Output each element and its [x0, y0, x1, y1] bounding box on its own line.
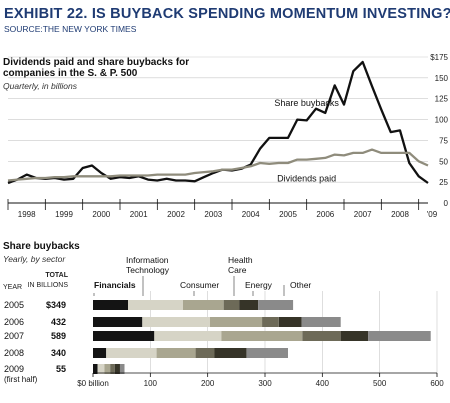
legend-label: Health	[228, 255, 253, 265]
bar-chart-subtitle: Yearly, by sector	[3, 254, 66, 264]
x-tick-label: 2005	[279, 210, 297, 219]
bar-segment	[128, 300, 183, 310]
bar-segment	[119, 364, 125, 374]
x-tick-label: 500	[373, 379, 387, 388]
x-tick-label: 2006	[316, 210, 334, 219]
bar-segment	[114, 364, 120, 374]
bar-segment	[278, 317, 302, 327]
x-tick-label: 2001	[130, 210, 148, 219]
bar-segment	[154, 331, 222, 341]
x-tick-label: 1999	[55, 210, 73, 219]
legend-label: Consumer	[180, 280, 219, 290]
annotation-dividends-paid: Dividends paid	[277, 173, 336, 183]
bar-segment	[142, 317, 210, 327]
y-tick-label: $175	[430, 53, 448, 62]
legend-label: Care	[228, 265, 247, 275]
y-tick-label: 25	[439, 178, 448, 187]
bar-segment	[221, 331, 303, 341]
total-value: 432	[51, 317, 66, 327]
x-tick-label: $0 billion	[77, 379, 109, 388]
y-tick-label: 150	[435, 74, 449, 83]
line-chart-title: Dividends paid and share buybacks for co…	[3, 57, 190, 79]
bar-segment	[110, 364, 115, 374]
bar-segment	[301, 317, 341, 327]
x-tick-label: 2003	[204, 210, 222, 219]
bar-segment	[93, 348, 107, 358]
bar-segment	[340, 331, 369, 341]
series-line-dividends-paid	[7, 148, 429, 182]
y-tick-label: 75	[439, 136, 448, 145]
x-tick-label: 600	[430, 379, 444, 388]
bar-segment	[195, 348, 215, 358]
bar-segment	[258, 300, 294, 310]
legend-label: Other	[290, 280, 311, 290]
bar-segment	[246, 348, 288, 358]
line-chart-subtitle: Quarterly, in billions	[3, 81, 78, 91]
y-tick-label: 50	[439, 157, 448, 166]
bar-segment	[368, 331, 431, 341]
total-header: TOTAL	[45, 272, 68, 279]
annotation-share-buybacks: Share buybacks	[274, 98, 339, 108]
x-tick-label: '09	[427, 210, 438, 219]
year-label: 2006	[4, 317, 24, 327]
x-tick-label: 400	[316, 379, 330, 388]
source-line: SOURCE:THE NEW YORK TIMES	[4, 24, 137, 34]
bar-segment	[106, 348, 157, 358]
x-tick-label: 2008	[391, 210, 409, 219]
bar-segment	[93, 331, 155, 341]
bar-segment	[239, 300, 259, 310]
legend-label: Technology	[126, 265, 170, 275]
y-tick-label: 0	[444, 199, 449, 208]
x-tick-label: 200	[201, 379, 215, 388]
bar-segment	[156, 348, 196, 358]
legend-label: Financials	[94, 280, 136, 290]
bar-segment	[104, 364, 111, 374]
y-tick-label: 100	[435, 116, 449, 125]
x-tick-label: 2002	[167, 210, 185, 219]
bar-chart-title: Share buybacks	[3, 241, 80, 252]
total-value: 340	[51, 348, 66, 358]
total-value: $349	[46, 300, 66, 310]
exhibit-title: EXHIBIT 22. IS BUYBACK SPENDING MOMENTUM…	[4, 6, 450, 22]
x-tick-label: 2004	[242, 210, 260, 219]
x-tick-label: 1998	[18, 210, 36, 219]
bar-segment	[214, 348, 247, 358]
legend-label: Information	[126, 255, 169, 265]
x-tick-label: 2007	[354, 210, 372, 219]
bar-segment	[223, 300, 240, 310]
bar-segment	[210, 317, 263, 327]
year-label: 2009	[4, 364, 24, 374]
bar-segment	[93, 300, 128, 310]
x-tick-label: 300	[258, 379, 272, 388]
bar-segment	[262, 317, 279, 327]
total-header-unit: IN BILLIONS	[28, 282, 69, 289]
year-header: YEAR	[3, 284, 22, 291]
year-label: 2005	[4, 300, 24, 310]
y-tick-label: 125	[435, 95, 449, 104]
total-value: 55	[56, 364, 66, 374]
bar-segment	[93, 364, 98, 374]
year-label: 2008	[4, 348, 24, 358]
bar-segment	[302, 331, 341, 341]
total-value: 589	[51, 331, 66, 341]
year-note: (first half)	[4, 375, 38, 384]
x-tick-label: 100	[144, 379, 158, 388]
bar-segment	[97, 364, 105, 374]
year-label: 2007	[4, 331, 24, 341]
x-tick-label: 2000	[92, 210, 110, 219]
bar-segment	[93, 317, 143, 327]
legend-label: Energy	[245, 280, 273, 290]
bar-segment	[183, 300, 224, 310]
